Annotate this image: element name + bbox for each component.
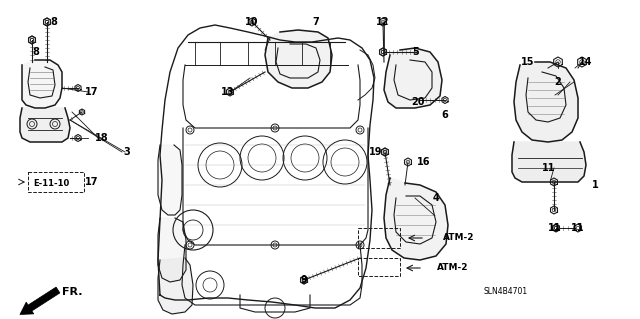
Text: 4: 4 [433,193,440,203]
Text: E-11-10: E-11-10 [33,179,69,188]
Text: SLN4B4701: SLN4B4701 [484,287,528,296]
Text: ATM-2: ATM-2 [444,234,475,242]
Polygon shape [514,62,578,142]
Bar [358,228,400,248]
Text: 8: 8 [51,17,58,27]
Text: 11: 11 [542,163,556,173]
Text: 2: 2 [555,77,561,87]
Polygon shape [384,48,442,108]
Text: 17: 17 [85,177,99,187]
Text: 14: 14 [579,57,593,67]
Polygon shape [158,218,186,282]
Text: 11: 11 [572,223,585,233]
Text: 6: 6 [442,110,449,120]
Text: 1: 1 [591,180,598,190]
Text: 16: 16 [417,157,431,167]
Text: 10: 10 [245,17,259,27]
Polygon shape [20,108,70,142]
Text: 9: 9 [301,275,307,285]
FancyArrow shape [20,287,60,315]
Polygon shape [265,30,332,88]
Polygon shape [158,145,182,215]
Text: 17: 17 [85,87,99,97]
Text: 20: 20 [412,97,425,107]
Text: 7: 7 [312,17,319,27]
Text: 3: 3 [124,147,131,157]
Text: 19: 19 [369,147,383,157]
Text: 15: 15 [521,57,535,67]
Text: ATM-2: ATM-2 [437,263,468,272]
Polygon shape [512,142,586,182]
Polygon shape [384,178,448,260]
Polygon shape [22,60,62,108]
Text: 8: 8 [33,47,40,57]
Bar [28,172,84,192]
Text: 12: 12 [376,17,390,27]
Text: 13: 13 [221,87,235,97]
Text: 18: 18 [95,133,109,143]
Bar [358,258,400,276]
Text: 11: 11 [548,223,562,233]
Text: FR.: FR. [62,287,83,297]
Polygon shape [158,258,193,314]
Text: 5: 5 [413,47,419,57]
